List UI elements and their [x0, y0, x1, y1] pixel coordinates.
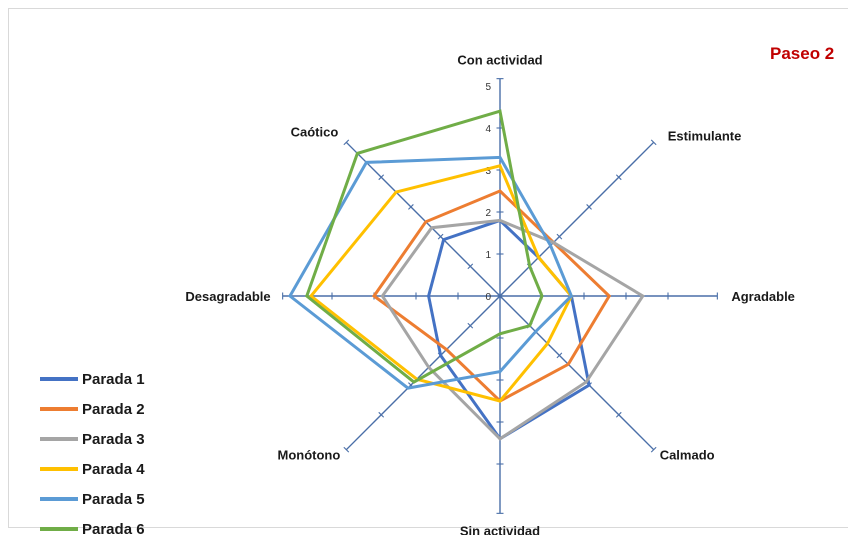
r-tick-label: 4 — [485, 124, 491, 135]
chart-title: Paseo 2 — [770, 44, 835, 63]
legend: Parada 1 Parada 2 Parada 3 Parada 4 Parada 5… — [40, 364, 145, 544]
legend-swatch — [40, 527, 78, 531]
legend-label: Parada 4 — [82, 460, 145, 478]
tick-mark — [615, 174, 622, 181]
legend-swatch — [40, 467, 78, 471]
tick-mark — [437, 233, 444, 240]
spoke-calmado — [499, 295, 655, 451]
axis-label-desagradable: Desagradable — [185, 289, 270, 304]
tick-mark — [615, 411, 622, 418]
legend-swatch — [40, 437, 78, 441]
legend-label: Parada 5 — [82, 490, 145, 508]
legend-item-parada-1: Parada 1 — [40, 364, 145, 394]
axis-label-con-actividad: Con actividad — [457, 53, 542, 68]
tick-mark — [467, 263, 474, 270]
legend-item-parada-3: Parada 3 — [40, 424, 145, 454]
legend-label: Parada 3 — [82, 430, 145, 448]
axis-label-monotono: Monótono — [277, 448, 340, 463]
tick-mark — [343, 446, 350, 453]
axis-label-estimulante: Estimulante — [668, 128, 742, 143]
legend-label: Parada 2 — [82, 400, 145, 418]
legend-item-parada-6: Parada 6 — [40, 514, 145, 544]
tick-mark — [408, 204, 414, 210]
legend-label: Parada 1 — [82, 370, 145, 388]
legend-item-parada-5: Parada 5 — [40, 484, 145, 514]
chart-area — [8, 8, 848, 528]
radar-spokes — [282, 78, 718, 514]
tick-mark — [556, 233, 563, 240]
tick-mark — [378, 174, 385, 181]
tick-mark — [378, 411, 385, 418]
tick-mark — [556, 352, 563, 359]
axis-label-agradable: Agradable — [731, 289, 795, 304]
tick-mark — [650, 446, 657, 453]
r-tick-label: 5 — [485, 82, 491, 93]
legend-swatch — [40, 377, 78, 381]
series-parada-6 — [305, 109, 544, 384]
radar-tick-labels: 0 1 2 3 4 5 — [485, 82, 491, 303]
legend-swatch — [40, 497, 78, 501]
spoke-monotono — [345, 295, 501, 451]
legend-item-parada-4: Parada 4 — [40, 454, 145, 484]
series-parada-4 — [308, 164, 574, 403]
spoke-caotico — [345, 141, 501, 297]
legend-label: Parada 6 — [82, 520, 145, 538]
tick-mark — [467, 322, 474, 329]
tick-mark — [343, 139, 350, 146]
axis-label-sin-actividad: Sin actividad — [460, 523, 540, 535]
legend-item-parada-2: Parada 2 — [40, 394, 145, 424]
legend-swatch — [40, 407, 78, 411]
r-tick-label: 1 — [485, 250, 491, 261]
spoke-estimulante — [499, 141, 655, 297]
axis-label-calmado: Calmado — [660, 448, 715, 463]
tick-mark — [650, 139, 657, 146]
r-tick-label: 0 — [485, 292, 491, 303]
radar-axis-labels: Con actividad Estimulante Agradable Calmado… — [185, 53, 795, 535]
axis-label-caotico: Caótico — [291, 124, 339, 139]
series-parada-5 — [288, 155, 574, 390]
series-parada-3 — [380, 218, 645, 441]
r-tick-label: 2 — [485, 208, 491, 219]
tick-mark — [586, 204, 592, 210]
radar-series — [288, 109, 645, 441]
tick-mark — [497, 293, 503, 299]
r-tick-label: 3 — [485, 166, 491, 177]
